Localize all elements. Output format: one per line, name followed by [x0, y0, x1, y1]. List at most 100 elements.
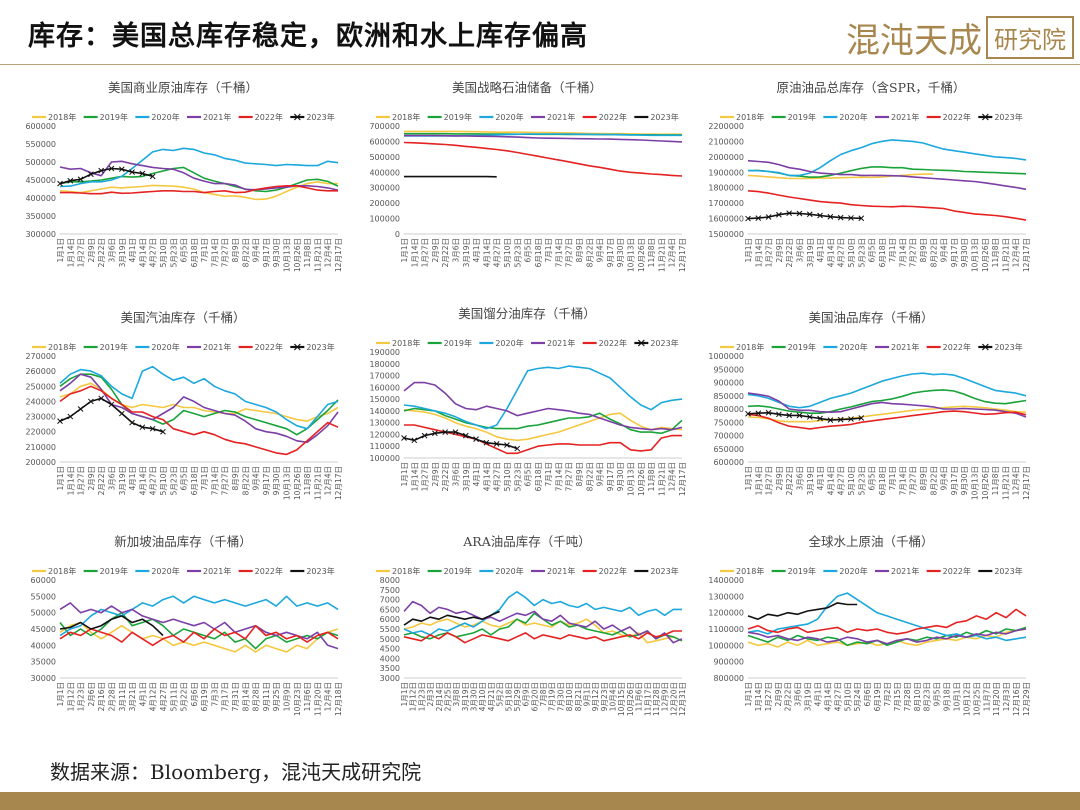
legend-label: 2018年 [736, 112, 764, 122]
y-tick-label: 220000 [25, 428, 56, 437]
legend-label: 2020年 [151, 566, 179, 576]
data-point-marker [139, 424, 146, 431]
data-point-marker [776, 411, 782, 418]
x-tick-label: 3月19日 [118, 466, 127, 495]
series-line-2018年 [59, 621, 339, 653]
y-tick-label: 600000 [369, 137, 400, 146]
x-tick-label: 7月27日 [221, 466, 230, 495]
legend-item: 2023年 [978, 112, 1023, 122]
y-tick-label: 5000 [380, 635, 400, 644]
x-tick-label: 12月4日 [668, 238, 677, 267]
legend-label: 2019年 [788, 112, 816, 122]
y-tick-label: 1300000 [708, 592, 744, 601]
chart-title: 全球水上原油（千桶） [808, 534, 933, 549]
x-tick-label: 4月14日 [826, 466, 835, 495]
x-tick-label: 11月8日 [647, 238, 656, 267]
legend-item: 2023年 [634, 338, 679, 348]
x-tick-label: 1月27日 [764, 682, 773, 711]
x-tick-label: 5月23日 [169, 466, 178, 495]
x-tick-label: 10月26日 [293, 238, 302, 272]
x-tick-label: 8月9日 [575, 238, 584, 263]
legend-item: 2022年 [926, 342, 971, 352]
data-point-marker [442, 429, 449, 435]
x-tick-label: 9月30日 [272, 466, 281, 495]
legend-item: 2022年 [926, 112, 971, 122]
y-tick-label: 350000 [25, 212, 56, 221]
legend-label: 2022年 [599, 566, 627, 576]
x-tick-label: 9月30日 [960, 466, 969, 495]
x-tick-label: 2月22日 [784, 682, 793, 711]
legend-item: 2018年 [376, 566, 420, 576]
legend-label: 2023年 [306, 112, 334, 122]
data-point-marker [118, 410, 125, 417]
legend-item: 2020年 [823, 112, 868, 122]
legend-item: 2023年 [634, 566, 679, 576]
x-tick-label: 7月19日 [548, 682, 557, 711]
x-tick-label: 7月14日 [898, 238, 907, 267]
x-tick-label: 8月10日 [565, 682, 574, 711]
legend-label: 2019年 [444, 112, 472, 122]
legend-item: 2022年 [238, 342, 283, 352]
x-tick-label: 3月6日 [795, 238, 804, 263]
x-tick-label: 4月27日 [149, 238, 158, 267]
x-tick-label: 9月4日 [940, 466, 949, 491]
x-tick-label: 11月8日 [303, 466, 312, 495]
x-tick-label: 2月9日 [431, 462, 440, 487]
legend-item: 2019年 [771, 342, 816, 352]
x-tick-label: 1月27日 [77, 238, 86, 267]
x-tick-label: 10月26日 [293, 466, 302, 500]
y-tick-label: 130000 [369, 419, 400, 428]
x-tick-label: 7月27日 [565, 238, 574, 267]
x-tick-label: 9月17日 [606, 462, 615, 491]
legend-item: 2018年 [32, 112, 76, 122]
page-title: 库存：美国总库存稳定，欧洲和水上库存偏高 [28, 21, 588, 52]
x-tick-label: 7月14日 [210, 238, 219, 267]
data-point-marker [77, 176, 84, 183]
x-tick-label: 10月13日 [971, 238, 980, 272]
data-point-marker [848, 416, 854, 422]
logo-main-text: 混沌天成 [846, 21, 982, 61]
legend-label: 2022年 [943, 112, 971, 122]
series-line-2023年 [59, 167, 153, 185]
data-point-marker [149, 173, 156, 180]
x-tick-label: 7月15日 [893, 682, 902, 711]
x-tick-label: 7月28日 [903, 682, 912, 711]
legend-label: 2021年 [891, 342, 919, 352]
legend-item: 2019年 [83, 112, 128, 122]
series-line-2023年 [747, 212, 862, 220]
legend-label: 2019年 [100, 112, 128, 122]
legend-label: 2019年 [444, 338, 472, 348]
series-line-2022年 [403, 630, 682, 644]
x-tick-label: 5月23日 [513, 238, 522, 267]
x-tick-label: 4月27日 [159, 682, 168, 711]
x-tick-label: 3月19日 [461, 682, 470, 711]
y-tick-label: 150000 [369, 395, 400, 404]
x-tick-label: 9月25日 [272, 682, 281, 711]
x-tick-label: 8月10日 [913, 682, 922, 711]
x-tick-label: 12月17日 [1022, 238, 1031, 272]
data-point-marker [67, 413, 74, 420]
legend-label: 2021年 [203, 566, 231, 576]
x-tick-label: 3月21日 [128, 682, 137, 711]
x-tick-label: 3月19日 [462, 238, 471, 267]
data-point-marker [504, 442, 510, 448]
x-tick-label: 1月14日 [66, 466, 75, 495]
x-tick-label: 11月28日 [652, 682, 661, 716]
data-point-marker [411, 437, 418, 444]
legend-item: 2019年 [771, 112, 816, 122]
y-tick-label: 1800000 [708, 184, 744, 193]
x-tick-label: 5月24日 [853, 682, 862, 711]
y-tick-label: 45000 [31, 625, 56, 634]
series-line-2021年 [403, 600, 683, 644]
x-tick-label: 4月14日 [482, 238, 491, 267]
x-tick-label: 12月17日 [334, 466, 343, 500]
legend-item: 2023年 [290, 342, 335, 352]
y-tick-label: 750000 [713, 418, 744, 427]
x-tick-label: 2月22日 [441, 462, 450, 491]
x-tick-label: 11月8日 [303, 238, 312, 267]
x-tick-label: 9月12日 [591, 682, 600, 711]
legend-label: 2021年 [203, 342, 231, 352]
series-line-2021年 [59, 602, 339, 650]
legend-label: 2018年 [48, 112, 76, 122]
x-tick-label: 10月25日 [972, 682, 981, 716]
